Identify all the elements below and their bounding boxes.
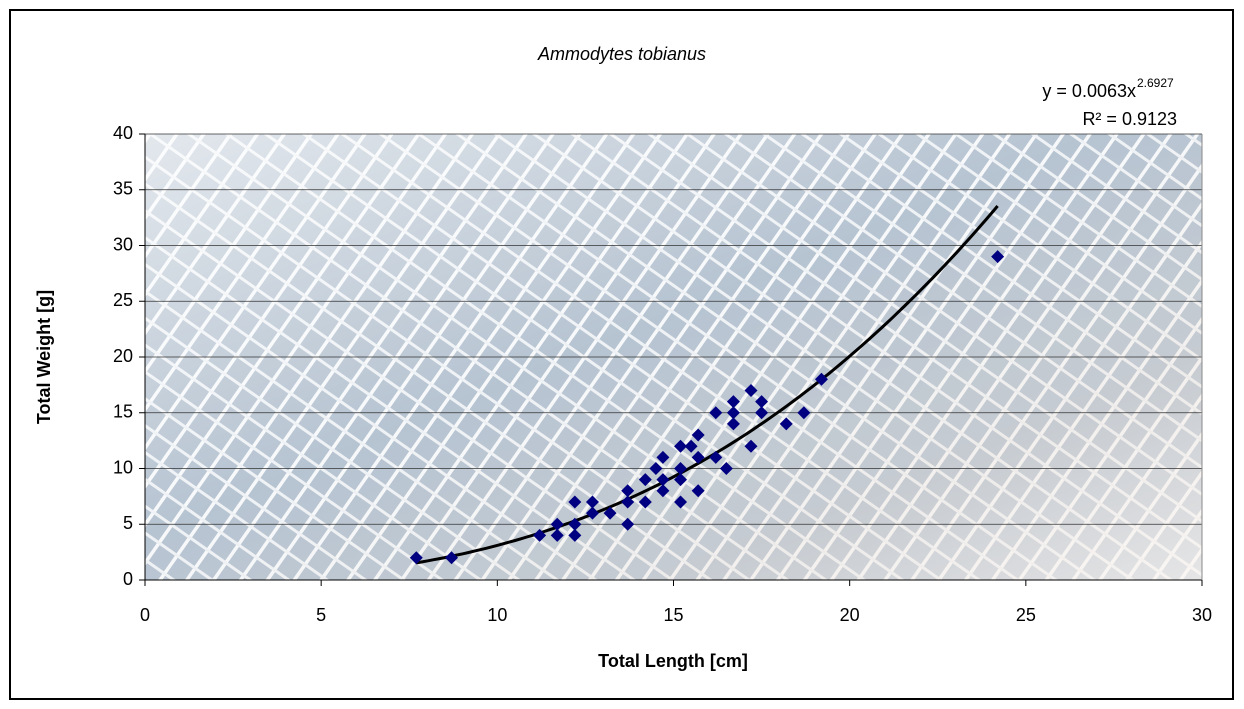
x-tick-label: 15 [663,605,683,625]
y-tick-label: 10 [113,457,133,477]
data-point [649,462,663,475]
y-tick-label: 0 [123,569,133,589]
data-point [621,495,635,509]
data-point [585,506,599,520]
x-tick-label: 30 [1192,605,1212,625]
data-point [568,517,582,531]
x-tick-label: 0 [140,605,150,625]
y-tick-label: 40 [113,123,133,143]
data-point [585,495,599,509]
data-point [755,406,769,420]
x-axis-label: Total Length [cm] [598,651,748,671]
data-point [691,428,705,442]
data-point [719,462,733,475]
data-point [674,495,688,509]
data-point [638,495,652,509]
data-point [814,372,828,386]
y-tick-label: 15 [113,402,133,422]
data-point [550,528,564,542]
data-point [744,383,758,397]
y-tick-label: 25 [113,290,133,310]
data-point [726,395,740,409]
data-point [709,450,723,464]
data-point [674,462,688,475]
chart-title: Ammodytes tobianus [537,44,706,64]
data-point [409,551,423,565]
trendline-r-squared: R² = 0.9123 [1082,109,1177,129]
trendline [416,205,999,565]
y-tick-label: 30 [113,234,133,254]
data-point [691,450,705,464]
data-point [656,473,670,487]
trendline-exponent: 2.6927 [1137,76,1174,90]
x-tick-label: 10 [487,605,507,625]
data-point [726,417,740,431]
y-tick-label: 20 [113,346,133,366]
data-point [991,250,1005,264]
y-axis-label: Total Weight [g] [34,290,54,424]
data-point [603,506,617,520]
trendline-equation: y = 0.0063x [1042,81,1136,101]
data-point [744,439,758,453]
x-tick-label: 20 [840,605,860,625]
data-point [621,517,635,531]
data-point [568,495,582,509]
data-point [797,406,811,420]
data-point [656,450,670,464]
data-point [674,439,688,453]
data-point [445,551,459,565]
data-point [550,517,564,531]
data-point [779,417,793,431]
data-point [638,473,652,487]
data-point [755,395,769,409]
y-tick-label: 5 [123,513,133,533]
data-point [674,473,688,487]
y-tick-label: 35 [113,179,133,199]
data-point [726,406,740,420]
data-point [684,439,698,453]
data-point [709,406,723,420]
data-point [533,528,547,542]
data-point [691,484,705,498]
x-tick-label: 25 [1016,605,1036,625]
x-tick-label: 5 [316,605,326,625]
data-point [656,484,670,498]
data-point [568,528,582,542]
data-point [621,484,635,498]
